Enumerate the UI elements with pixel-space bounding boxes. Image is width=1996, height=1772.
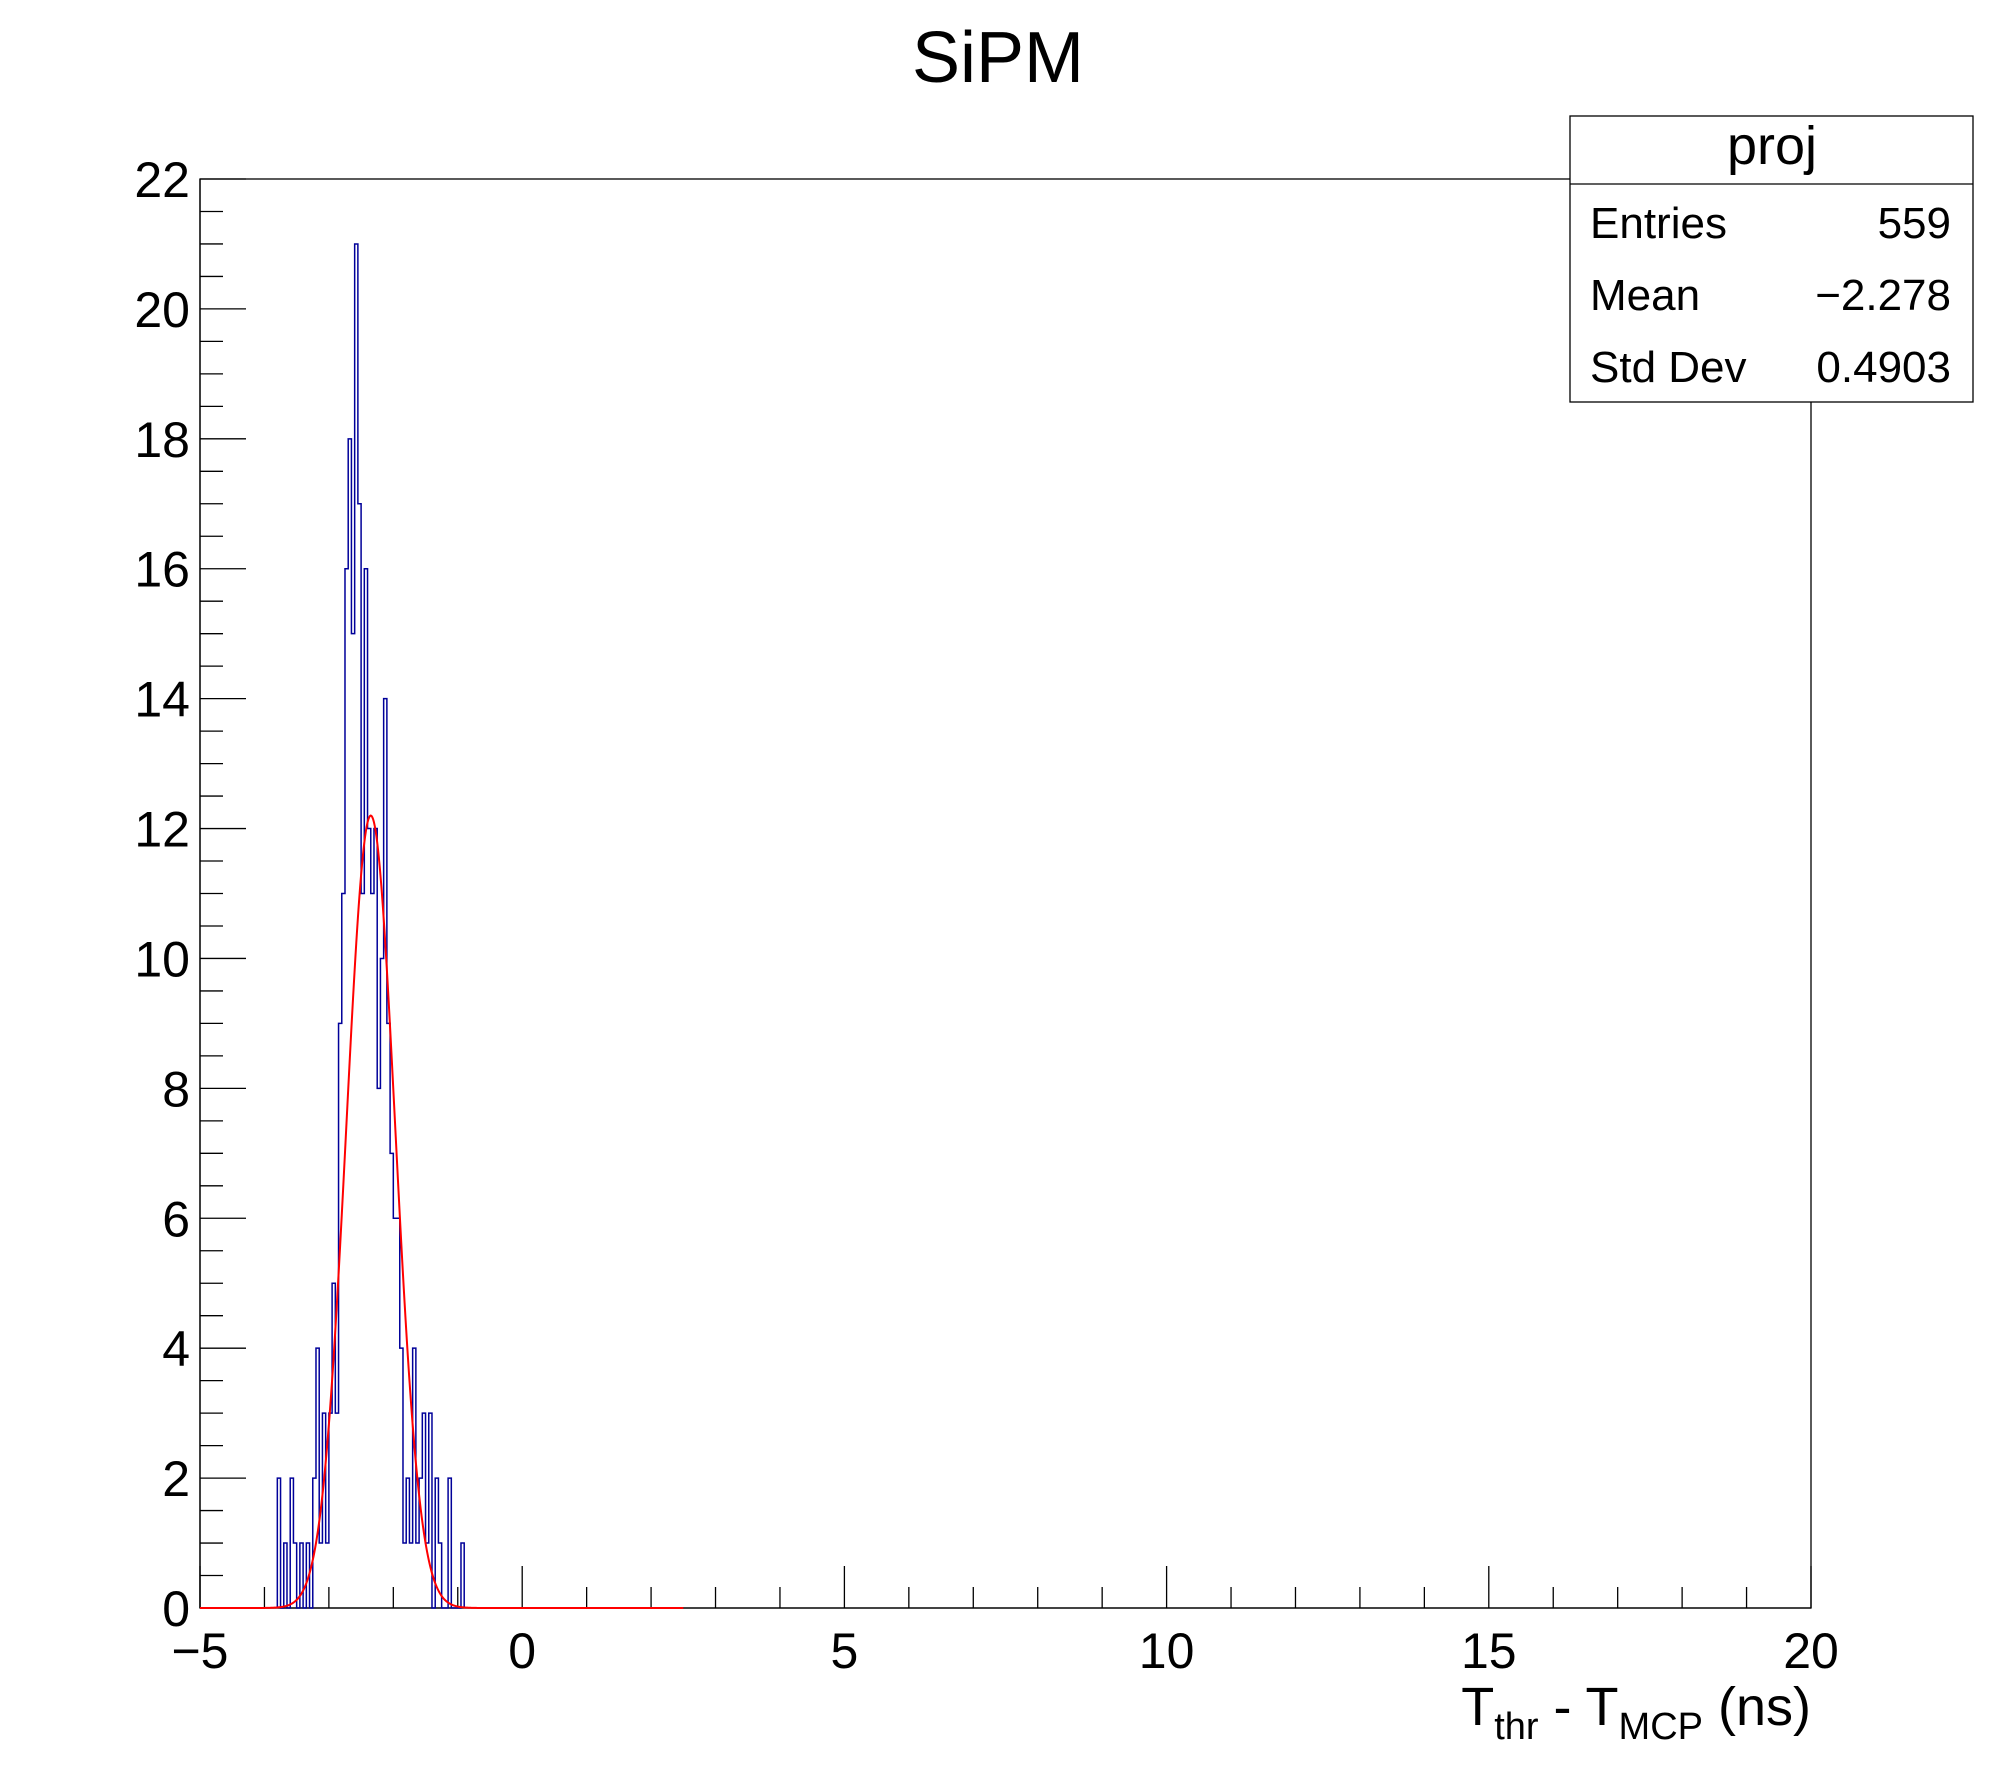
x-tick-label: 0 [508,1623,536,1679]
x-tick-label: 10 [1139,1623,1195,1679]
y-tick-label: 2 [162,1451,190,1507]
fit-curve [200,814,684,1609]
x-tick-label: 20 [1783,1623,1839,1679]
x-tick-label: 15 [1461,1623,1517,1679]
x-axis: −5 0 5 10 15 20 [171,1566,1839,1679]
y-tick-label: 6 [162,1191,190,1247]
stats-label: Std Dev [1590,343,1747,392]
stats-box: proj Entries 559 Mean −2.278 Std Dev 0.4… [1569,115,1974,403]
stats-value: −2.278 [1815,271,1951,320]
stats-label: Entries [1590,199,1727,248]
x-axis-title-mid: - T [1539,1677,1619,1737]
y-tick-label: 4 [162,1321,190,1377]
stats-value: 559 [1878,199,1951,248]
y-tick-label: 12 [134,802,190,858]
chart-title: SiPM [912,18,1084,98]
histogram-series [276,243,465,1609]
x-axis-title-sub2: MCP [1619,1706,1703,1748]
stats-title: proj [1727,116,1817,176]
x-tick-label: 5 [830,1623,858,1679]
y-tick-label: 10 [134,931,190,987]
x-axis-title: Tthr - TMCP (ns) [1461,1677,1811,1748]
plot-area [200,243,684,1609]
y-tick-label: 18 [134,412,190,468]
stats-label: Mean [1590,271,1700,320]
stats-value: 0.4903 [1816,343,1951,392]
x-axis-title-unit: (ns) [1703,1677,1811,1737]
plot-frame [199,178,1812,1609]
x-axis-title-sub1: thr [1494,1706,1539,1748]
y-tick-label: 20 [134,282,190,338]
y-axis: 0 2 4 6 8 10 12 14 16 18 20 22 [134,152,246,1637]
y-tick-label: 14 [134,672,190,728]
y-tick-label: 8 [162,1061,190,1117]
y-tick-label: 16 [134,542,190,598]
y-tick-label: 22 [134,152,190,208]
y-tick-label: 0 [162,1581,190,1637]
x-axis-title-main: T [1461,1677,1494,1737]
x-tick-label: −5 [171,1623,228,1679]
